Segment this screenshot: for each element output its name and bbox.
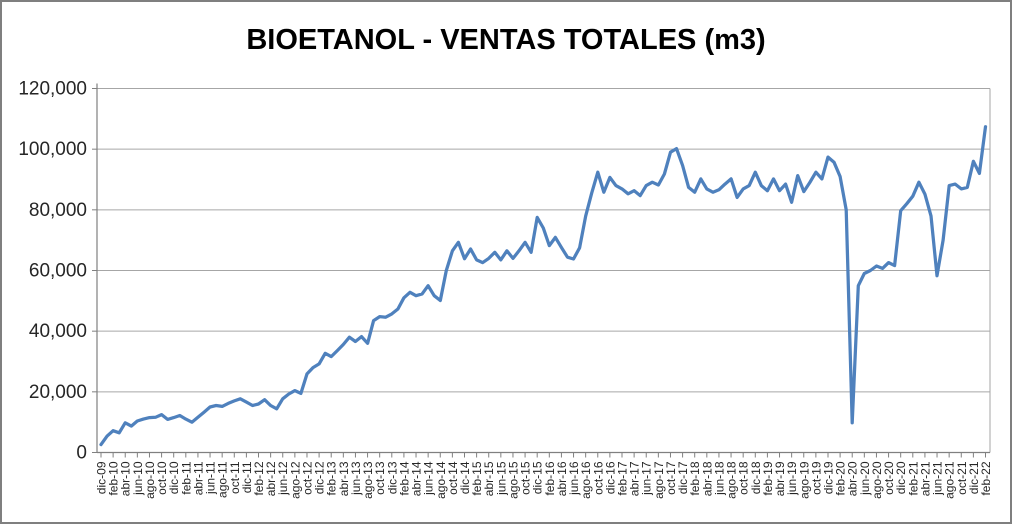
x-axis-label: feb-18 [688, 461, 702, 495]
x-axis-label: ago-17 [652, 461, 666, 499]
x-axis-label: abr-12 [264, 461, 278, 496]
x-axis-label: dic-10 [167, 461, 181, 494]
y-axis-label: 60,000 [29, 261, 87, 282]
sales-line [99, 125, 988, 447]
x-axis-label: abr-21 [918, 461, 932, 496]
x-axis-label: dic-15 [531, 461, 545, 494]
x-axis-label: jun-11 [204, 461, 218, 495]
y-axis-label: 0 [76, 443, 87, 464]
x-axis-label: jun-15 [494, 461, 508, 496]
x-axis-label: oct-20 [882, 461, 896, 495]
y-axis-label: 20,000 [29, 382, 87, 403]
x-axis-label: feb-21 [906, 461, 920, 495]
x-axis-label: feb-16 [543, 461, 557, 495]
x-axis-label: feb-12 [252, 461, 266, 495]
x-axis-label: oct-15 [519, 461, 533, 495]
x-axis-label: abr-16 [555, 461, 569, 496]
x-axis-label: ago-20 [870, 461, 884, 499]
x-axis-label: abr-11 [191, 461, 205, 495]
x-axis-label: oct-16 [591, 461, 605, 495]
x-axis-label: jun-21 [931, 461, 945, 496]
x-axis-label: feb-10 [107, 461, 121, 495]
x-axis-label: feb-22 [979, 461, 993, 495]
x-axis-label: feb-11 [179, 461, 193, 494]
x-axis-label: abr-20 [846, 461, 860, 496]
x-axis-label: jun-14 [422, 461, 436, 496]
x-axis-label: oct-11 [228, 461, 242, 494]
x-axis-label: oct-10 [155, 461, 169, 495]
x-axis-label: dic-09 [95, 461, 109, 494]
x-axis-label: dic-21 [967, 461, 981, 494]
x-axis-label: abr-18 [700, 461, 714, 496]
x-axis-label: abr-19 [773, 461, 787, 496]
x-axis-label: ago-15 [506, 461, 520, 499]
x-axis-label: jun-12 [276, 461, 290, 496]
x-axis-label: jun-18 [712, 461, 726, 496]
x-axis-label: abr-10 [119, 461, 133, 496]
x-axis-label: ago-10 [143, 461, 157, 499]
x-axis-label: oct-14 [446, 461, 460, 495]
x-axis-label: oct-21 [955, 461, 969, 495]
x-axis-label: dic-19 [821, 461, 835, 494]
x-axis-label: ago-11 [216, 461, 230, 498]
x-axis-label: dic-16 [603, 461, 617, 494]
x-axis-label: jun-13 [349, 461, 363, 496]
x-axis-label: feb-20 [834, 461, 848, 495]
y-axis-label: 80,000 [29, 200, 87, 221]
x-axis-label: ago-12 [288, 461, 302, 499]
x-axis-label: ago-14 [434, 461, 448, 499]
x-axis-label: abr-17 [628, 461, 642, 496]
x-axis-label: dic-13 [385, 461, 399, 494]
chart-title: BIOETANOL - VENTAS TOTALES (m3) [246, 24, 765, 56]
x-axis-label: ago-16 [579, 461, 593, 499]
x-axis-label: ago-13 [361, 461, 375, 499]
x-axis-label: jun-10 [131, 461, 145, 496]
x-axis-label: abr-14 [410, 461, 424, 496]
x-axis-label: dic-20 [894, 461, 908, 494]
x-axis-label: oct-12 [300, 461, 314, 495]
plot-area: 0 20,000 40,000 60,000 80,000 100,000 120,000 d… [18, 79, 993, 499]
x-axis-label: ago-19 [797, 461, 811, 499]
y-axis-label: 40,000 [29, 321, 87, 342]
x-axis-label: feb-17 [616, 461, 630, 495]
x-axis-label: jun-17 [640, 461, 654, 496]
x-axis-label: jun-16 [567, 461, 581, 496]
y-axis-label: 120,000 [18, 79, 87, 100]
x-axis-label: dic-11 [240, 461, 254, 493]
x-axis-label: abr-15 [482, 461, 496, 496]
x-axis-label: jun-20 [858, 461, 872, 496]
x-axis-label: oct-19 [809, 461, 823, 495]
x-axis-label: feb-14 [397, 461, 411, 495]
x-axis-label: feb-13 [325, 461, 339, 495]
x-axis-label: abr-13 [337, 461, 351, 496]
x-axis-label: jun-19 [785, 461, 799, 496]
x-axis-label: feb-19 [761, 461, 775, 495]
x-axis-label: oct-18 [737, 461, 751, 495]
x-axis-label: dic-12 [313, 461, 327, 494]
x-axis-label: feb-15 [470, 461, 484, 495]
x-axis-label: ago-18 [725, 461, 739, 499]
x-axis-label: dic-18 [749, 461, 763, 494]
x-axis-label: oct-13 [373, 461, 387, 495]
x-axis-label: dic-14 [458, 461, 472, 494]
x-axis-label: dic-17 [676, 461, 690, 494]
y-axis-label: 100,000 [18, 139, 87, 160]
x-axis-label: oct-17 [664, 461, 678, 495]
x-axis-label: ago-21 [943, 461, 957, 499]
